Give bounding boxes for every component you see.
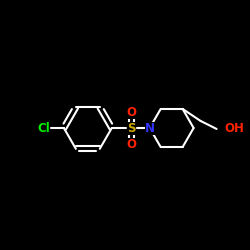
Text: O: O bbox=[127, 138, 137, 150]
Text: OH: OH bbox=[224, 122, 244, 136]
Text: Cl: Cl bbox=[38, 122, 50, 134]
Text: N: N bbox=[145, 122, 155, 134]
Text: S: S bbox=[128, 122, 136, 134]
Text: O: O bbox=[127, 106, 137, 118]
